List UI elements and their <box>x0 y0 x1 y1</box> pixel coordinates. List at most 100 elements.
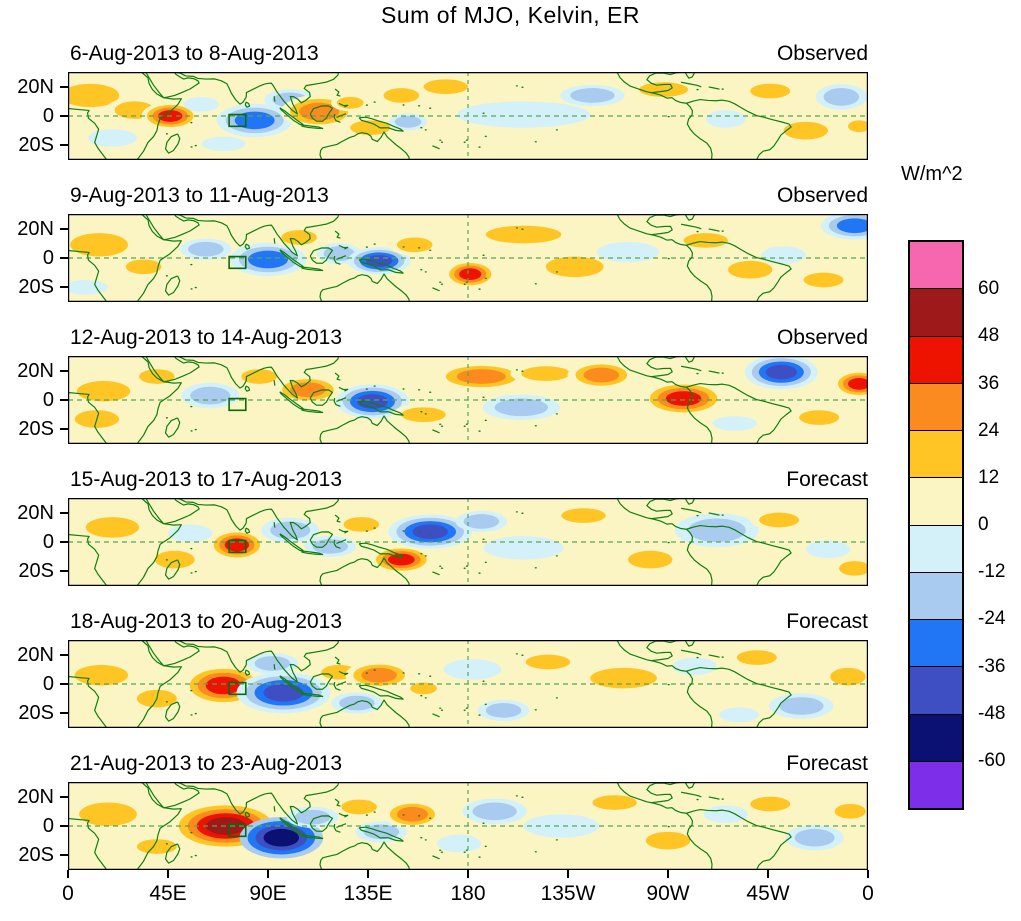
map-plot <box>68 782 868 870</box>
y-axis-label: 0 <box>42 247 54 269</box>
y-axis-label: 20S <box>18 844 54 867</box>
target-box <box>229 541 246 553</box>
x-axis-tick <box>667 870 669 878</box>
x-axis-label: 90W <box>646 882 690 905</box>
y-axis-label: 0 <box>42 105 54 127</box>
x-axis-label: 180 <box>450 882 486 905</box>
x-axis-tick <box>167 870 169 878</box>
colorbar-tick-label: -12 <box>978 561 1006 583</box>
panel-type-label: Forecast <box>786 610 868 633</box>
coastlines <box>68 498 791 586</box>
island-markers <box>165 227 724 290</box>
x-axis-tick <box>67 870 69 878</box>
colorbar-segment <box>910 288 962 336</box>
island-markers <box>165 653 724 716</box>
y-axis-tick <box>60 227 68 230</box>
map-plot <box>68 498 868 586</box>
island-markers <box>165 369 724 432</box>
y-axis-label: 20N <box>17 785 54 808</box>
y-axis-tick <box>60 257 68 259</box>
y-axis-label: 20S <box>18 276 54 299</box>
map-panel-6: 21-Aug-2013 to 23-Aug-2013 Forecast 20N 0… <box>17 752 868 870</box>
y-axis-tick <box>60 795 68 798</box>
panel-type-label: Observed <box>776 184 868 207</box>
colorbar-tick-label: 0 <box>978 514 989 535</box>
target-box <box>229 825 246 837</box>
x-axis-tick <box>467 870 469 878</box>
colorbar-segment <box>910 524 962 572</box>
panel-type-label: Observed <box>776 42 868 65</box>
figure-title: Sum of MJO, Kelvin, ER <box>381 2 640 28</box>
x-axis-label: 135W <box>540 882 596 905</box>
x-axis-tick <box>567 870 569 878</box>
x-axis-tick <box>767 870 769 878</box>
island-markers <box>165 85 724 148</box>
panel-date-range: 15-Aug-2013 to 17-Aug-2013 <box>70 468 343 491</box>
coastlines <box>68 356 791 444</box>
colorbar <box>908 240 964 810</box>
x-axis-label: 135E <box>343 882 393 905</box>
colorbar-segment <box>910 335 962 383</box>
y-axis-tick <box>60 85 68 88</box>
y-axis-label: 20S <box>18 418 54 441</box>
y-axis-label: 20N <box>17 501 54 524</box>
map-panel-3: 12-Aug-2013 to 14-Aug-2013 Observed 20N 0… <box>17 326 868 444</box>
colorbar-tick-label: 48 <box>978 325 1000 347</box>
panel-header: 15-Aug-2013 to 17-Aug-2013 Forecast <box>70 468 868 492</box>
colorbar-segment <box>910 430 962 478</box>
y-axis-label: 0 <box>42 531 54 553</box>
colorbar-segment <box>910 382 962 430</box>
map-plot <box>68 72 868 160</box>
y-axis-tick <box>60 541 68 543</box>
y-axis-tick <box>60 399 68 401</box>
colorbar-tick-label: -48 <box>978 702 1006 724</box>
colorbar-segment <box>910 760 962 808</box>
y-axis-tick <box>60 115 68 117</box>
x-axis-label: 0 <box>862 882 874 905</box>
panel-header: 21-Aug-2013 to 23-Aug-2013 Forecast <box>70 752 868 776</box>
anomaly-field <box>68 356 868 432</box>
panel-date-range: 6-Aug-2013 to 8-Aug-2013 <box>70 42 319 65</box>
coastlines <box>68 640 791 728</box>
anomaly-field <box>68 214 868 295</box>
y-axis-label: 20S <box>18 134 54 157</box>
panel-type-label: Observed <box>776 326 868 349</box>
x-axis: 0 45E 90E 135E 180 135W 90W 45W 0 <box>62 870 874 914</box>
panel-type-label: Forecast <box>786 752 868 775</box>
coastlines <box>68 72 791 160</box>
y-axis-tick <box>60 570 68 573</box>
colorbar-unit-label: W/m^2 <box>901 163 963 185</box>
y-axis-tick <box>60 369 68 372</box>
y-axis-label: 20N <box>17 643 54 666</box>
colorbar-tick-label: -24 <box>978 608 1006 630</box>
island-markers <box>165 795 724 858</box>
x-axis-tick <box>867 870 869 878</box>
x-axis-tick <box>267 870 269 878</box>
panel-header: 18-Aug-2013 to 20-Aug-2013 Forecast <box>70 610 868 634</box>
target-box <box>229 257 246 269</box>
y-axis-tick <box>60 825 68 827</box>
panel-date-range: 12-Aug-2013 to 14-Aug-2013 <box>70 326 343 349</box>
anomaly-field <box>73 504 868 580</box>
y-axis-tick <box>60 428 68 431</box>
y-axis-label: 20N <box>17 217 54 240</box>
x-axis-label: 45E <box>149 882 187 905</box>
y-axis-label: 0 <box>42 815 54 837</box>
map-panel-1: 6-Aug-2013 to 8-Aug-2013 Observed 20N 0 20… <box>17 42 868 160</box>
coastlines <box>68 214 791 302</box>
colorbar-tick-label: 12 <box>978 466 1000 488</box>
map-panel-5: 18-Aug-2013 to 20-Aug-2013 Forecast 20N 0… <box>17 610 868 728</box>
y-axis-label: 20N <box>17 359 54 382</box>
map-panel-4: 15-Aug-2013 to 17-Aug-2013 Forecast 20N 0… <box>17 468 868 586</box>
x-axis-label: 45W <box>746 882 790 905</box>
y-axis-tick <box>60 286 68 289</box>
y-axis-label: 20S <box>18 702 54 725</box>
y-axis-label: 20N <box>17 75 54 98</box>
colorbar-tick-label: 36 <box>978 372 1000 394</box>
colorbar-segment <box>910 713 962 761</box>
y-axis-label: 20S <box>18 560 54 583</box>
panel-type-label: Forecast <box>786 468 868 491</box>
y-axis-tick <box>60 653 68 656</box>
panel-date-range: 9-Aug-2013 to 11-Aug-2013 <box>70 184 329 207</box>
